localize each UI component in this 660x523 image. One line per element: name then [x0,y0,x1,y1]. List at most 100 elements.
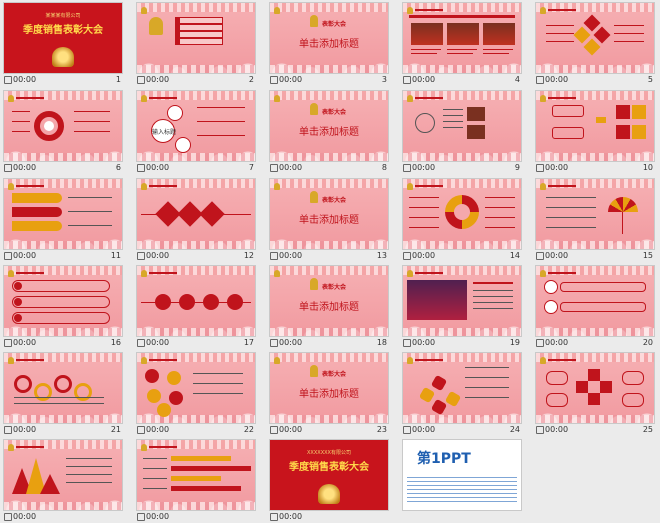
slide-thumbnail[interactable]: 00:00 17 [136,265,256,349]
transition-icon[interactable] [137,252,145,260]
slide-preview[interactable] [3,90,123,162]
transition-icon[interactable] [403,252,411,260]
cross-block [576,381,588,393]
slide-thumbnail[interactable]: 00:00 6 [3,90,123,174]
transition-icon[interactable] [270,513,278,521]
trophy-logo-icon [274,95,280,102]
slide-thumbnail[interactable]: 00:00 5 [535,2,655,86]
transition-icon[interactable] [4,513,12,521]
text-line [74,121,110,122]
slide-preview[interactable] [136,439,256,511]
slide-preview[interactable]: 某某某有限公司 季度销售表彰大会 [3,2,123,74]
slide-preview[interactable] [535,352,655,424]
slide-preview[interactable] [402,352,522,424]
slide-preview[interactable] [3,352,123,424]
slide-thumbnail[interactable]: 00:00 24 [402,352,522,436]
transition-icon[interactable] [270,76,278,84]
slide-thumbnail[interactable]: 表彰大会 单击添加标题 00:00 18 [269,265,389,349]
slide-thumbnail[interactable]: 00:00 12 [136,178,256,262]
slide-timing: 00:00 [279,338,303,347]
slide-thumbnail[interactable]: 第1PPT [402,439,522,523]
transition-icon[interactable] [270,426,278,434]
arrow-shape [596,117,606,123]
transition-icon[interactable] [4,76,12,84]
floral-border-top [137,91,255,100]
slide-preview[interactable]: 第1PPT [402,439,522,511]
slide-preview[interactable] [402,90,522,162]
slide-thumbnail[interactable]: 00:00 21 [3,352,123,436]
slide-thumbnail[interactable]: 00:00 16 [3,265,123,349]
tab-row [12,280,110,292]
slide-preview[interactable] [3,178,123,250]
transition-icon[interactable] [270,339,278,347]
slide-thumbnail[interactable]: 表彰大会 单击添加标题 00:00 3 [269,2,389,86]
transition-icon[interactable] [137,426,145,434]
transition-icon[interactable] [536,252,544,260]
slide-thumbnail[interactable]: 00:00 15 [535,178,655,262]
slide-thumbnail[interactable]: 00:00 9 [402,90,522,174]
slide-preview[interactable]: XXXXXXX有限公司 季度销售表彰大会 [269,439,389,511]
slide-preview[interactable]: 表彰大会 单击添加标题 [269,352,389,424]
transition-icon[interactable] [536,426,544,434]
slide-preview[interactable] [136,352,256,424]
transition-icon[interactable] [270,164,278,172]
slide-timing: 00:00 [146,75,170,84]
slide-preview[interactable] [136,178,256,250]
slide-thumbnail[interactable]: 00:00 [136,439,256,523]
transition-icon[interactable] [403,426,411,434]
slide-thumbnail[interactable]: 00:00 22 [136,352,256,436]
slide-thumbnail[interactable]: 00:00 19 [402,265,522,349]
transition-icon[interactable] [137,76,145,84]
transition-icon[interactable] [403,164,411,172]
slide-preview[interactable]: 输入标题 [136,90,256,162]
transition-icon[interactable] [4,426,12,434]
transition-icon[interactable] [403,339,411,347]
slide-thumbnail[interactable]: 00:00 25 [535,352,655,436]
section-heading: 单击添加标题 [299,302,359,313]
transition-icon[interactable] [137,339,145,347]
slide-preview[interactable] [535,265,655,337]
slide-thumbnail[interactable]: XXXXXXX有限公司 季度销售表彰大会 00:00 [269,439,389,523]
slide-thumbnail[interactable]: 00:00 14 [402,178,522,262]
slide-preview[interactable] [3,439,123,511]
header-title-bar [149,272,177,274]
slide-timing: 00:00 [13,425,37,434]
slide-number: 7 [248,163,254,172]
slide-thumbnail[interactable]: 表彰大会 单击添加标题 00:00 23 [269,352,389,436]
slide-preview[interactable] [3,265,123,337]
transition-icon[interactable] [403,76,411,84]
header-title-bar [415,9,443,11]
slide-preview[interactable] [136,265,256,337]
transition-icon[interactable] [4,164,12,172]
slide-thumbnail[interactable]: 输入标题 00:00 7 [136,90,256,174]
slide-thumbnail[interactable]: 00:00 10 [535,90,655,174]
slide-preview[interactable] [402,178,522,250]
transition-icon[interactable] [137,513,145,521]
slide-thumbnail[interactable]: 某某某有限公司 季度销售表彰大会 00:00 1 [3,2,123,86]
slide-preview[interactable]: 表彰大会 单击添加标题 [269,2,389,74]
slide-preview[interactable] [535,90,655,162]
transition-icon[interactable] [536,339,544,347]
slide-preview[interactable] [535,2,655,74]
transition-icon[interactable] [137,164,145,172]
slide-thumbnail[interactable]: 表彰大会 单击添加标题 00:00 8 [269,90,389,174]
slide-preview[interactable] [136,2,256,74]
slide-thumbnail[interactable]: 00:00 2 [136,2,256,86]
slide-thumbnail[interactable]: 00:00 [3,439,123,523]
slide-preview[interactable] [402,2,522,74]
slide-preview[interactable] [402,265,522,337]
transition-icon[interactable] [536,76,544,84]
slide-thumbnail[interactable]: 表彰大会 单击添加标题 00:00 13 [269,178,389,262]
transition-icon[interactable] [536,164,544,172]
floral-border-bottom [536,328,654,336]
slide-thumbnail[interactable]: 00:00 11 [3,178,123,262]
slide-preview[interactable]: 表彰大会 单击添加标题 [269,90,389,162]
slide-preview[interactable] [535,178,655,250]
transition-icon[interactable] [270,252,278,260]
slide-thumbnail[interactable]: 00:00 4 [402,2,522,86]
transition-icon[interactable] [4,339,12,347]
slide-preview[interactable]: 表彰大会 单击添加标题 [269,265,389,337]
transition-icon[interactable] [4,252,12,260]
slide-preview[interactable]: 表彰大会 单击添加标题 [269,178,389,250]
slide-thumbnail[interactable]: 00:00 20 [535,265,655,349]
